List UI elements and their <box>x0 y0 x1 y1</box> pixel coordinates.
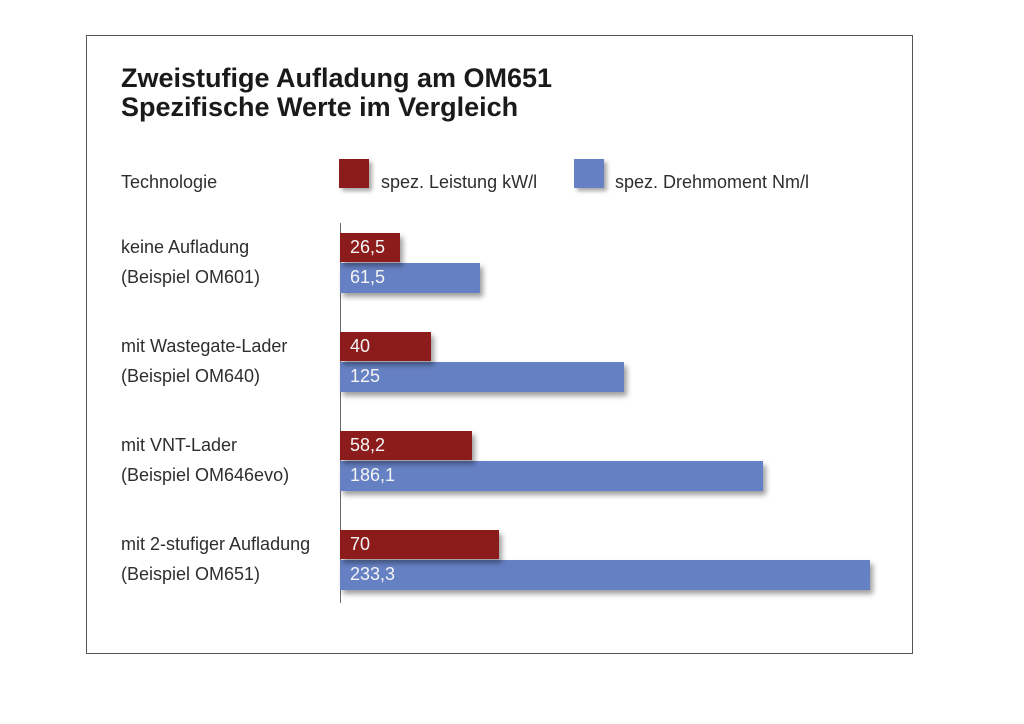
category-example-label: (Beispiel OM601) <box>121 267 261 287</box>
legend-label-torque: spez. Drehmoment Nm/l <box>615 172 810 192</box>
legend-swatch-torque <box>574 159 604 188</box>
bar-value-label: 40 <box>350 336 371 356</box>
bar-value-label: 58,2 <box>350 435 386 455</box>
bar-torque <box>340 263 480 293</box>
chart-frame <box>86 35 913 654</box>
category-axis-line <box>340 223 342 603</box>
chart-title-block: Zweistufige Aufladung am OM651 Spezifisc… <box>121 64 552 122</box>
category-header: Technologie <box>121 172 218 192</box>
bar-value-label: 233,3 <box>350 564 396 584</box>
bar-value-label: 26,5 <box>350 237 386 257</box>
category-example-label: (Beispiel OM646evo) <box>121 465 290 485</box>
bar-power <box>340 233 401 262</box>
chart-subtitle: Spezifische Werte im Vergleich <box>121 92 519 122</box>
bar-value-label: 61,5 <box>350 267 386 287</box>
bar-power <box>340 332 431 361</box>
bar-torque <box>340 362 624 392</box>
chart-title: Zweistufige Aufladung am OM651 <box>121 63 553 93</box>
category-label: mit VNT-Lader <box>121 435 238 455</box>
category-example-label: (Beispiel OM640) <box>121 366 261 386</box>
bar-torque <box>340 560 871 590</box>
bar-value-label: 186,1 <box>350 465 396 485</box>
bar-value-label: 125 <box>350 366 381 386</box>
category-label: mit 2-stufiger Aufladung <box>121 534 311 554</box>
bar-power <box>340 530 500 559</box>
legend-swatch-power <box>339 159 369 188</box>
legend-label-power: spez. Leistung kW/l <box>381 172 538 192</box>
category-label: mit Wastegate-Lader <box>121 336 288 356</box>
bar-value-label: 70 <box>350 534 371 554</box>
category-label: keine Aufladung <box>121 237 250 257</box>
bar-torque <box>340 461 763 491</box>
category-example-label: (Beispiel OM651) <box>121 564 261 584</box>
bar-power <box>340 431 473 460</box>
